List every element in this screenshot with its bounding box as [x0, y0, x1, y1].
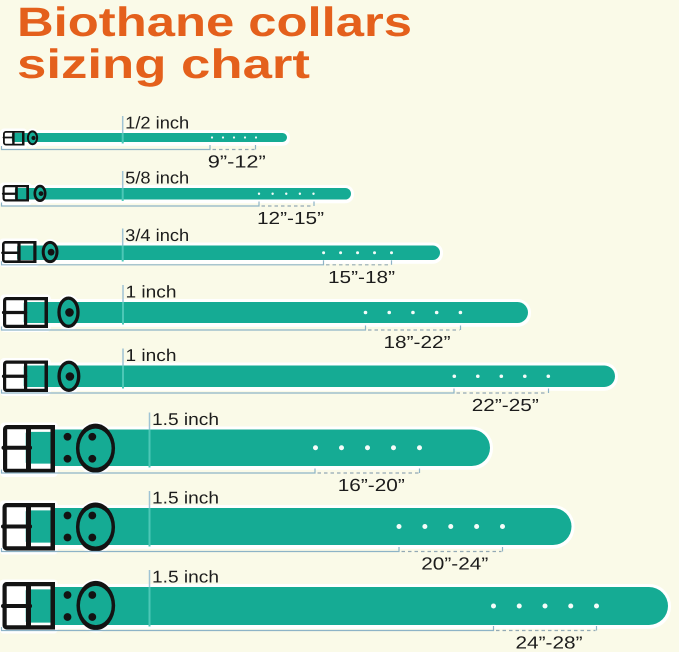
svg-text:1.5 inch: 1.5 inch — [152, 489, 219, 508]
svg-text:22”-25”: 22”-25” — [472, 395, 539, 415]
svg-text:1.5 inch: 1.5 inch — [152, 410, 219, 429]
svg-text:16”-20”: 16”-20” — [338, 475, 405, 495]
svg-text:18”-22”: 18”-22” — [384, 332, 451, 352]
svg-text:sizing chart: sizing chart — [17, 41, 310, 87]
svg-text:15”-18”: 15”-18” — [328, 267, 395, 287]
svg-text:12”-15”: 12”-15” — [257, 208, 324, 228]
svg-text:20”-24”: 20”-24” — [421, 554, 488, 574]
svg-text:9”-12”: 9”-12” — [208, 152, 266, 172]
svg-text:5/8 inch: 5/8 inch — [125, 169, 189, 188]
svg-text:1/2 inch: 1/2 inch — [125, 114, 189, 133]
svg-text:3/4 inch: 3/4 inch — [125, 226, 189, 245]
svg-text:1 inch: 1 inch — [126, 283, 177, 302]
svg-text:24”-28”: 24”-28” — [516, 633, 583, 652]
svg-text:1.5 inch: 1.5 inch — [152, 568, 219, 587]
svg-text:Biothane collars: Biothane collars — [17, 0, 412, 45]
svg-text:1 inch: 1 inch — [126, 346, 177, 365]
